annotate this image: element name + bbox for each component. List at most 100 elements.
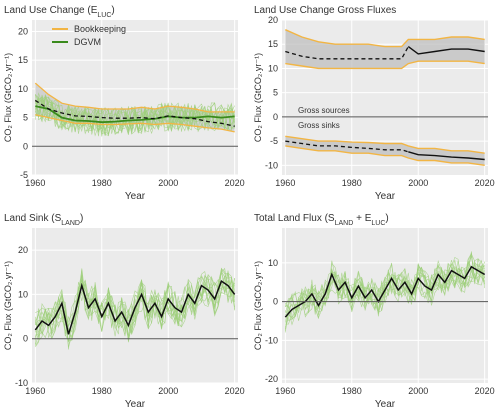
title-part: Land Use Change Gross Fluxes	[254, 5, 396, 16]
x-tick-label: 1980	[92, 178, 112, 188]
y-tick-label: 20	[18, 245, 28, 255]
x-tick-label: 2000	[158, 178, 178, 188]
plot-area	[284, 251, 486, 333]
lower-bound-sources	[285, 60, 485, 70]
dgvm-mean-line	[35, 105, 235, 124]
x-tick-label: 2000	[408, 178, 428, 188]
panel-land-sink: -10 0 10 20 1960 1980 2000 2020 Year CO₂ Flux (Gt…	[3, 213, 245, 410]
x-axis-label: Year	[125, 191, 146, 202]
x-tick-label: 1980	[342, 178, 362, 188]
x-axis-label: Year	[375, 191, 396, 202]
panel-total-land-flux: -20 -10 0 10 1960 1980 2000 2020 Year CO₂ Flux (G…	[253, 213, 495, 410]
mean-line-dashed-sinks	[285, 140, 409, 153]
y-tick-label: 0	[23, 334, 28, 344]
plot-area	[34, 82, 235, 137]
x-axis-label: Year	[125, 399, 146, 410]
bookkeeping-upper-line	[34, 82, 235, 113]
title-part: LUC	[97, 12, 111, 19]
y-axis-label: CO₂ Flux (GtCO₂.yr⁻¹)	[3, 261, 13, 350]
y-axis-label: CO₂ Flux (GtCO₂.yr⁻¹)	[253, 261, 263, 350]
x-tick-label: 2000	[158, 386, 178, 396]
title-part: LUC	[371, 220, 385, 227]
y-tick-label: 15	[268, 39, 278, 49]
ensemble-member-line	[285, 261, 485, 325]
legend-label-bookkeeping: Bookkeeping	[74, 24, 126, 34]
panel-land-use-change: -5 0 5 10 15 20 1960 1980 2000 2020 Year CO₂ Flux (…	[3, 5, 245, 202]
mean-line-dashed-sources	[285, 46, 409, 60]
y-tick-label: 10	[268, 258, 278, 268]
ensemble-member-line	[35, 270, 235, 337]
title-part: Total Land Flux (S	[254, 213, 335, 224]
x-tick-label: 1960	[25, 386, 45, 396]
y-tick-label: 15	[18, 55, 28, 65]
annotation-gross-sinks: Gross sinks	[298, 121, 340, 130]
y-tick-label: -5	[270, 136, 278, 146]
y-tick-label: 10	[268, 63, 278, 73]
y-tick-label: -10	[265, 335, 278, 345]
x-tick-label: 1960	[25, 178, 45, 188]
legend-label-dgvm: DGVM	[74, 37, 101, 47]
chart-title: Land Use Change (ELUC)	[4, 5, 115, 19]
ensemble-member-line	[35, 271, 235, 340]
title-part: )	[111, 5, 114, 16]
upper-bound-sources	[285, 29, 485, 48]
ensemble-member-line	[285, 259, 485, 323]
plot-area	[285, 29, 485, 166]
y-tick-label: 5	[273, 88, 278, 98]
y-tick-label: 20	[18, 26, 28, 36]
chart-title: Land Use Change Gross Fluxes	[254, 5, 396, 16]
title-part: Land Sink (S	[4, 213, 62, 224]
title-part: )	[80, 213, 83, 224]
chart-title: Total Land Flux (SLAND + ELUC)	[254, 213, 389, 227]
y-tick-label: 20	[268, 15, 278, 25]
y-axis-label: CO₂ Flux (GtCO₂.yr⁻¹)	[3, 53, 13, 142]
plot-background	[32, 228, 238, 383]
legend: Bookkeeping DGVM	[52, 24, 126, 47]
x-tick-label: 1960	[275, 178, 295, 188]
chart-title: Land Sink (SLAND)	[4, 213, 83, 227]
ensemble-member-line	[35, 96, 235, 134]
y-tick-label: 0	[273, 297, 278, 307]
x-tick-label: 2020	[475, 386, 495, 396]
bookkeeping-mean-line	[34, 99, 235, 127]
lower-bound-sinks	[285, 145, 485, 166]
mean-line-solid-sinks	[408, 151, 485, 161]
x-tick-label: 2000	[408, 386, 428, 396]
ensemble-member-line	[285, 256, 485, 313]
upper-bound-sinks	[285, 135, 485, 154]
x-tick-label: 2020	[475, 178, 495, 188]
x-tick-label: 2020	[225, 178, 245, 188]
mean-line	[284, 265, 486, 318]
plot-background	[282, 228, 488, 383]
mean-line-solid-sources	[407, 46, 485, 55]
title-part: LAND	[335, 220, 354, 227]
range-band-sinks	[285, 136, 485, 166]
x-tick-label: 2020	[225, 386, 245, 396]
title-part: LAND	[61, 220, 80, 227]
title-part: + E	[353, 213, 371, 224]
bookkeeping-lower-line	[35, 114, 235, 133]
y-tick-label: -10	[265, 160, 278, 170]
y-tick-label: 0	[273, 112, 278, 122]
y-tick-label: 5	[23, 113, 28, 123]
ensemble-member-line	[285, 251, 485, 314]
title-part: )	[385, 213, 388, 224]
x-tick-label: 1960	[275, 386, 295, 396]
y-axis-label: CO₂ Flux (GtCO₂.yr⁻¹)	[253, 53, 263, 142]
y-tick-label: 10	[18, 84, 28, 94]
x-tick-label: 1980	[92, 386, 112, 396]
y-tick-label: -20	[265, 374, 278, 384]
title-part: Land Use Change (E	[4, 5, 98, 16]
ensemble-member-line	[35, 270, 235, 350]
x-axis-label: Year	[375, 399, 396, 410]
mean-line	[34, 279, 236, 335]
annotation-gross-sources: Gross sources	[298, 106, 350, 115]
y-tick-label: -10	[15, 378, 28, 388]
y-tick-label: 10	[18, 289, 28, 299]
y-tick-label: -5	[20, 170, 28, 180]
plot-background	[32, 20, 238, 175]
panel-gross-fluxes: Gross sources Gross sinks -10 -5 0 5 10 15 20 196…	[253, 5, 495, 202]
ensemble-member-line	[35, 275, 235, 348]
y-tick-label: 0	[23, 141, 28, 151]
